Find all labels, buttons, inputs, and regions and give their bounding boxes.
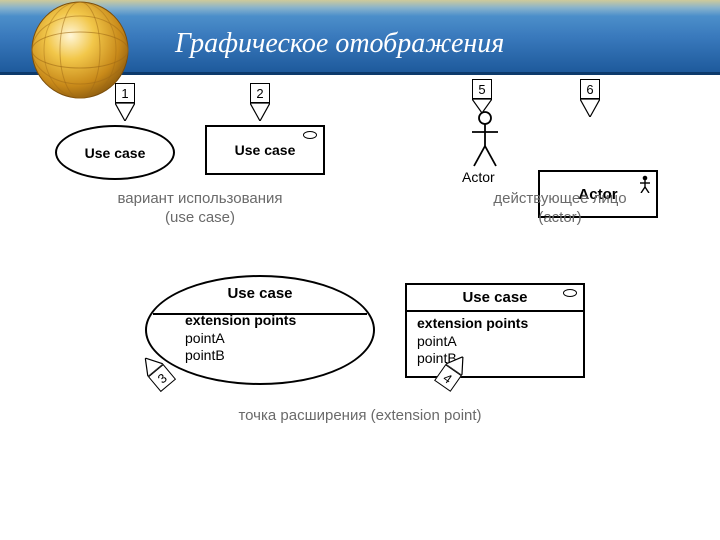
- usecase-rect-label: Use case: [235, 142, 296, 158]
- actor-caption: действующее лицо (actor): [450, 190, 670, 228]
- diagram-canvas: Use case Use case 1 2 вариант использова…: [0, 75, 720, 540]
- callout-2: 2: [250, 83, 270, 103]
- header-bar: Графическое отображения: [0, 0, 720, 75]
- callout-6: 6: [580, 79, 600, 99]
- usecase-caption: вариант использования (use case): [75, 190, 325, 228]
- extension-ellipse-point-a: pointA: [185, 330, 363, 348]
- extension-rect: Use case extension points pointA pointB: [405, 283, 585, 378]
- extension-ellipse: Use case extension points pointA pointB: [145, 275, 375, 385]
- callout-6-num: 6: [580, 79, 600, 99]
- callout-1-num: 1: [115, 83, 135, 103]
- usecase-ellipse-label: Use case: [85, 145, 146, 161]
- extension-rect-title: Use case: [407, 285, 583, 310]
- extension-rect-point-a: pointA: [417, 333, 573, 351]
- usecase-ellipse: Use case: [55, 125, 175, 180]
- callout-5: 5: [472, 79, 492, 99]
- usecase-rect-mini-ellipse-icon: [303, 131, 317, 139]
- actor-caption-l2: (actor): [538, 209, 581, 226]
- usecase-caption-l2: (use case): [165, 209, 235, 226]
- usecase-rect: Use case: [205, 125, 325, 175]
- callout-1: 1: [115, 83, 135, 103]
- extension-rect-point-b: pointB: [417, 350, 573, 368]
- actor-caption-l1: действующее лицо: [493, 190, 626, 207]
- callout-5-num: 5: [472, 79, 492, 99]
- extension-caption: точка расширения (extension point): [180, 407, 540, 426]
- actor-stick-label: Actor: [462, 169, 495, 185]
- actor-stickman: [470, 110, 500, 168]
- usecase-caption-l1: вариант использования: [117, 190, 282, 207]
- page-title: Графическое отображения: [175, 28, 504, 60]
- extension-rect-ep-label: extension points: [417, 315, 573, 333]
- extension-ellipse-divider: [153, 313, 367, 315]
- extension-ellipse-point-b: pointB: [185, 347, 363, 365]
- extension-ellipse-title: Use case: [147, 277, 373, 306]
- extension-rect-mini-ellipse-icon: [563, 289, 577, 297]
- callout-2-num: 2: [250, 83, 270, 103]
